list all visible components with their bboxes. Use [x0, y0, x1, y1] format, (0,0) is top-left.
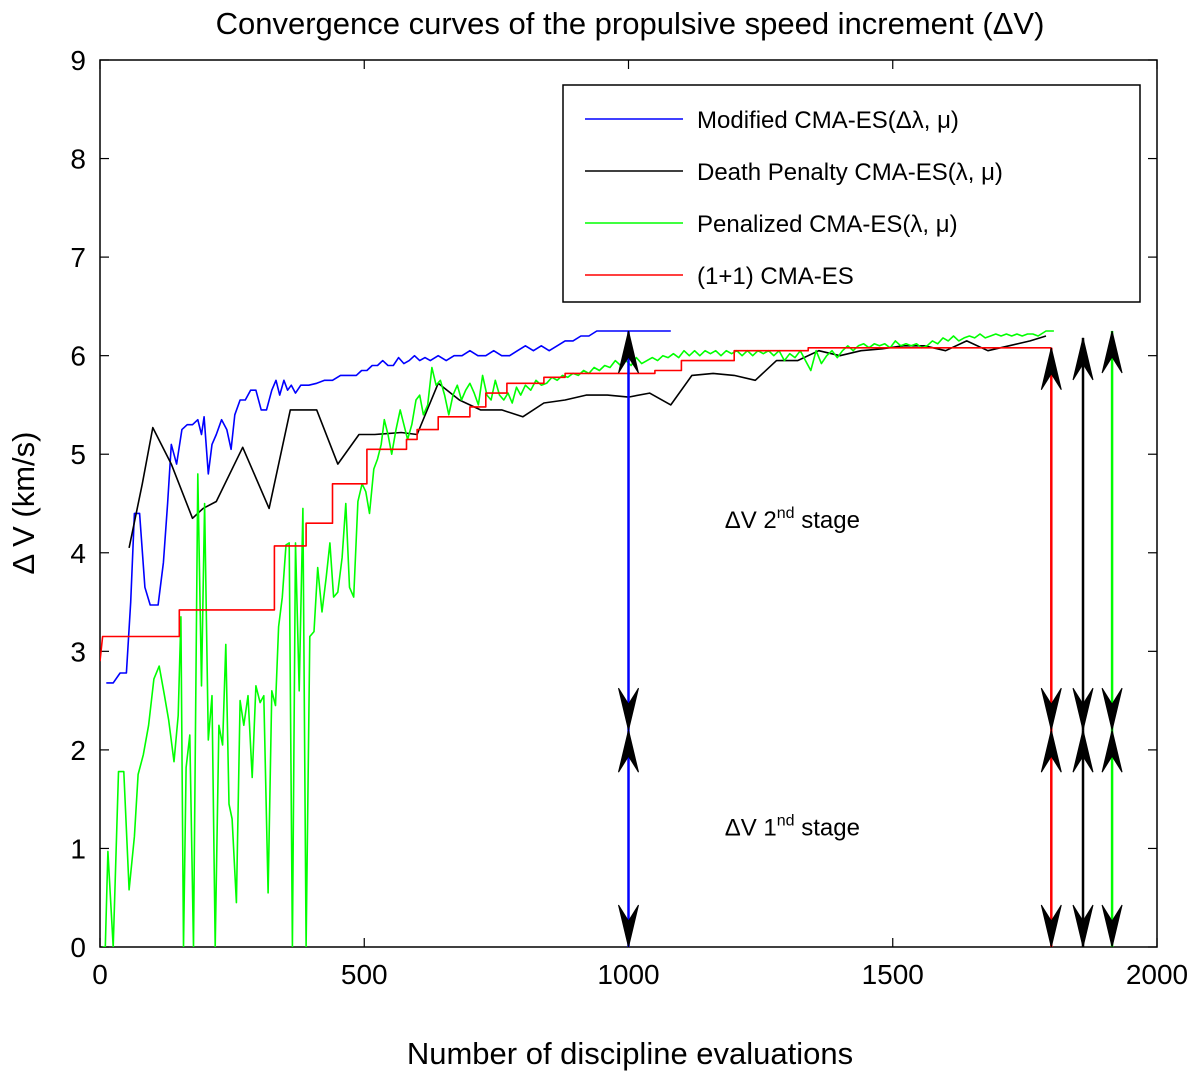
legend-box [562, 84, 1141, 303]
arrow-head-stage2-low-1 [618, 687, 639, 731]
arrow-head-stage1-high-4 [1101, 730, 1123, 773]
arrow-head-stage1-high-1 [618, 730, 639, 773]
y-tick-label: 6 [70, 341, 86, 372]
x-tick-label: 1500 [862, 959, 924, 990]
stage-annotation-2: ΔV 1nd stage [725, 813, 860, 842]
arrow-head-stage2-low-2 [1040, 687, 1062, 731]
chart-title: Convergence curves of the propulsive spe… [216, 6, 1045, 41]
stage-annotation-1: ΔV 2nd stage [725, 505, 860, 534]
x-tick-label: 500 [341, 959, 388, 990]
series-line-4 [100, 347, 1052, 662]
plot-area: 0 500 1000 1500 2000 0 1 2 3 4 5 6 7 8 9 ΔV 2nd stage ΔV… [70, 45, 1188, 990]
y-tick-label: 1 [70, 833, 86, 864]
x-tick-label: 0 [92, 959, 108, 990]
y-axis-label: Δ V (km/s) [6, 432, 41, 575]
x-tick-label: 2000 [1126, 959, 1188, 990]
arrow-head-stage2-low-3 [1072, 687, 1094, 731]
series-line-1 [106, 330, 671, 684]
y-tick-label: 9 [70, 45, 86, 76]
series-line-2 [128, 335, 1047, 549]
arrow-head-stage1-low-2 [1040, 904, 1062, 948]
arrow-head-stage1-low-1 [618, 904, 639, 948]
arrow-head-stage2-high-2 [1040, 347, 1062, 391]
y-tick-label: 0 [70, 932, 86, 963]
arrow-head-stage2-high-4 [1101, 330, 1123, 374]
y-tick-label: 5 [70, 439, 86, 470]
y-tick-label: 3 [70, 636, 86, 667]
y-tick-label: 8 [70, 144, 86, 175]
legend-label-3: Penalized CMA-ES(λ, μ) [697, 211, 958, 238]
arrow-head-stage1-high-2 [1040, 730, 1062, 773]
x-tick-label: 1000 [597, 959, 659, 990]
series-line-3 [102, 330, 1054, 947]
legend-label-2: Death Penalty CMA-ES(λ, μ) [697, 159, 1003, 186]
arrow-head-stage2-low-4 [1101, 687, 1123, 731]
arrow-head-stage2-high-3 [1072, 337, 1094, 381]
arrow-head-stage1-low-3 [1072, 904, 1094, 948]
arrow-head-stage1-low-4 [1101, 904, 1123, 948]
legend-label-1: Modified CMA-ES(Δλ, μ) [697, 107, 959, 134]
y-tick-label: 2 [70, 735, 86, 766]
y-tick-label: 4 [70, 538, 86, 569]
x-axis-label: Number of discipline evaluations [407, 1036, 853, 1071]
arrow-head-stage2-high-1 [618, 330, 639, 374]
legend-label-4: (1+1) CMA-ES [697, 263, 854, 290]
arrow-head-stage1-high-3 [1072, 730, 1094, 773]
y-tick-label: 7 [70, 242, 86, 273]
